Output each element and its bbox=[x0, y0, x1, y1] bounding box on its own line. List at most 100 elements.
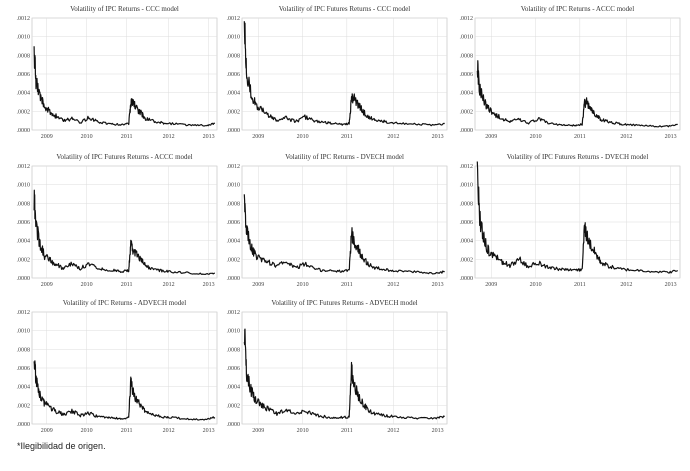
y-tick-label: .0008 bbox=[460, 201, 474, 207]
y-tick-label: .0012 bbox=[460, 164, 474, 170]
y-tick-label: .0012 bbox=[17, 164, 31, 170]
y-tick-label: .0012 bbox=[460, 16, 474, 22]
y-tick-label: .0002 bbox=[17, 403, 31, 409]
volatility-series-line bbox=[243, 194, 445, 275]
y-tick-label: .0004 bbox=[460, 239, 474, 245]
x-tick-label: 2011 bbox=[121, 282, 133, 288]
y-tick-label: .0008 bbox=[17, 53, 31, 59]
x-tick-label: 2010 bbox=[297, 282, 309, 288]
y-tick-label: .0008 bbox=[17, 347, 31, 353]
x-tick-label: 2011 bbox=[121, 428, 133, 434]
volatility-series-line bbox=[33, 360, 216, 421]
y-tick-label: .0006 bbox=[227, 220, 241, 226]
y-tick-label: .0008 bbox=[17, 201, 31, 207]
y-tick-label: .0004 bbox=[227, 91, 241, 97]
y-tick-label: .0012 bbox=[227, 310, 241, 316]
x-tick-label: 2010 bbox=[81, 134, 93, 140]
x-tick-label: 2010 bbox=[297, 428, 309, 434]
x-tick-label: 2011 bbox=[121, 134, 133, 140]
volatility-series-line bbox=[476, 60, 678, 128]
y-tick-label: .0004 bbox=[17, 239, 31, 245]
y-tick-label: .0010 bbox=[17, 183, 31, 189]
volatility-series-line bbox=[476, 161, 679, 274]
y-tick-label: .0000 bbox=[17, 128, 31, 134]
x-tick-label: 2012 bbox=[620, 282, 632, 288]
x-tick-label: 2010 bbox=[81, 428, 93, 434]
volatility-series-line bbox=[243, 328, 445, 420]
x-tick-label: 2009 bbox=[485, 282, 497, 288]
x-tick-label: 2013 bbox=[203, 428, 215, 434]
volatility-series-line bbox=[33, 189, 215, 275]
y-tick-label: .0000 bbox=[227, 276, 241, 282]
x-tick-label: 2011 bbox=[341, 282, 353, 288]
y-tick-label: .0000 bbox=[460, 276, 474, 282]
panel-title: Volatility of IPC Futures Returns - DVEC… bbox=[507, 153, 649, 161]
y-tick-label: .0004 bbox=[17, 385, 31, 391]
x-tick-label: 2012 bbox=[387, 428, 399, 434]
panel-title: Volatility of IPC Futures Returns - CCC … bbox=[279, 5, 411, 13]
x-tick-label: 2013 bbox=[203, 282, 215, 288]
panel-title: Volatility of IPC Futures Returns - ACCC… bbox=[56, 153, 192, 161]
x-tick-label: 2013 bbox=[432, 282, 444, 288]
y-tick-label: .0012 bbox=[227, 16, 241, 22]
chart-grid: Volatility of IPC Returns - CCC model .00… bbox=[17, 5, 681, 434]
y-tick-label: .0002 bbox=[17, 257, 31, 263]
y-tick-label: .0012 bbox=[17, 16, 31, 22]
y-tick-label: .0006 bbox=[460, 72, 474, 78]
x-tick-label: 2009 bbox=[252, 134, 264, 140]
x-tick-label: 2009 bbox=[41, 134, 53, 140]
y-tick-label: .0006 bbox=[17, 366, 31, 372]
x-tick-label: 2012 bbox=[387, 282, 399, 288]
x-tick-label: 2010 bbox=[530, 134, 542, 140]
y-tick-label: .0006 bbox=[17, 72, 31, 78]
x-tick-label: 2012 bbox=[163, 134, 175, 140]
x-tick-label: 2013 bbox=[432, 428, 444, 434]
x-tick-label: 2012 bbox=[387, 134, 399, 140]
y-tick-label: .0002 bbox=[227, 257, 241, 263]
y-tick-label: .0008 bbox=[227, 201, 241, 207]
y-tick-label: .0002 bbox=[17, 109, 31, 115]
volatility-series-line bbox=[33, 46, 216, 127]
y-tick-label: .0012 bbox=[17, 310, 31, 316]
y-tick-label: .0000 bbox=[460, 128, 474, 134]
y-tick-label: .0008 bbox=[460, 53, 474, 59]
x-tick-label: 2013 bbox=[432, 134, 444, 140]
x-tick-label: 2011 bbox=[341, 134, 353, 140]
footnote: *Ilegibilidad de origen. bbox=[17, 441, 106, 451]
y-tick-label: .0006 bbox=[227, 366, 241, 372]
x-tick-label: 2011 bbox=[574, 134, 586, 140]
y-tick-label: .0010 bbox=[227, 329, 241, 335]
y-tick-label: .0012 bbox=[227, 164, 241, 170]
y-tick-label: .0002 bbox=[227, 403, 241, 409]
x-tick-label: 2011 bbox=[574, 282, 586, 288]
panel-title: Volatility of IPC Returns - ADVECH model bbox=[63, 299, 187, 307]
panel-title: Volatility of IPC Futures Returns - ADVE… bbox=[271, 299, 417, 307]
y-tick-label: .0000 bbox=[17, 422, 31, 428]
x-tick-label: 2009 bbox=[252, 428, 264, 434]
y-tick-label: .0010 bbox=[460, 35, 474, 41]
y-tick-label: .0004 bbox=[17, 91, 31, 97]
x-tick-label: 2012 bbox=[620, 134, 632, 140]
x-tick-label: 2009 bbox=[485, 134, 497, 140]
x-tick-label: 2009 bbox=[41, 282, 53, 288]
x-tick-label: 2012 bbox=[163, 282, 175, 288]
y-tick-label: .0010 bbox=[227, 183, 241, 189]
y-tick-label: .0006 bbox=[17, 220, 31, 226]
y-tick-label: .0010 bbox=[17, 35, 31, 41]
y-tick-label: .0002 bbox=[227, 109, 241, 115]
y-tick-label: .0000 bbox=[227, 422, 241, 428]
y-tick-label: .0004 bbox=[460, 91, 474, 97]
y-tick-label: .0000 bbox=[17, 276, 31, 282]
y-tick-label: .0004 bbox=[227, 239, 241, 245]
y-tick-label: .0010 bbox=[17, 329, 31, 335]
y-tick-label: .0002 bbox=[460, 257, 474, 263]
x-tick-label: 2013 bbox=[665, 282, 677, 288]
x-tick-label: 2012 bbox=[163, 428, 175, 434]
y-tick-label: .0006 bbox=[227, 72, 241, 78]
y-tick-label: .0008 bbox=[227, 53, 241, 59]
x-tick-label: 2010 bbox=[81, 282, 93, 288]
panel-title: Volatility of IPC Returns - CCC model bbox=[70, 5, 179, 13]
x-tick-label: 2009 bbox=[41, 428, 53, 434]
panel-title: Volatility of IPC Returns - DVECH model bbox=[285, 153, 404, 161]
x-tick-label: 2010 bbox=[530, 282, 542, 288]
